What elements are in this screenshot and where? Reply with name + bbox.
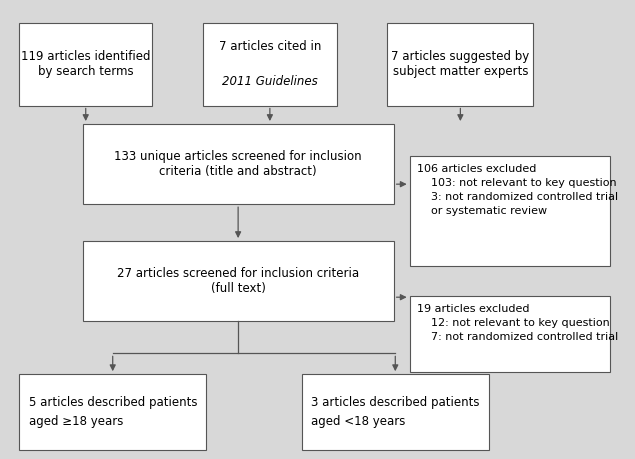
- Text: 19 articles excluded
    12: not relevant to key question
    7: not randomized : 19 articles excluded 12: not relevant to…: [417, 304, 618, 342]
- FancyBboxPatch shape: [410, 296, 610, 372]
- Text: 27 articles screened for inclusion criteria
(full text): 27 articles screened for inclusion crite…: [117, 267, 359, 295]
- Text: 106 articles excluded
    103: not relevant to key question
    3: not randomize: 106 articles excluded 103: not relevant …: [417, 164, 618, 216]
- FancyBboxPatch shape: [83, 241, 394, 321]
- FancyBboxPatch shape: [302, 374, 489, 450]
- Text: 7 articles cited in: 7 articles cited in: [218, 40, 321, 53]
- FancyBboxPatch shape: [410, 156, 610, 266]
- FancyBboxPatch shape: [387, 23, 533, 106]
- FancyBboxPatch shape: [203, 23, 337, 106]
- FancyBboxPatch shape: [19, 23, 152, 106]
- Text: 119 articles identified
by search terms: 119 articles identified by search terms: [21, 50, 150, 78]
- Text: 3 articles described patients
aged <18 years: 3 articles described patients aged <18 y…: [311, 396, 479, 428]
- FancyBboxPatch shape: [19, 374, 206, 450]
- Text: 7 articles suggested by
subject matter experts: 7 articles suggested by subject matter e…: [391, 50, 530, 78]
- Text: 5 articles described patients
aged ≥18 years: 5 articles described patients aged ≥18 y…: [29, 396, 197, 428]
- Text: 2011 Guidelines: 2011 Guidelines: [222, 75, 318, 88]
- FancyBboxPatch shape: [83, 124, 394, 204]
- Text: 133 unique articles screened for inclusion
criteria (title and abstract): 133 unique articles screened for inclusi…: [114, 150, 362, 178]
